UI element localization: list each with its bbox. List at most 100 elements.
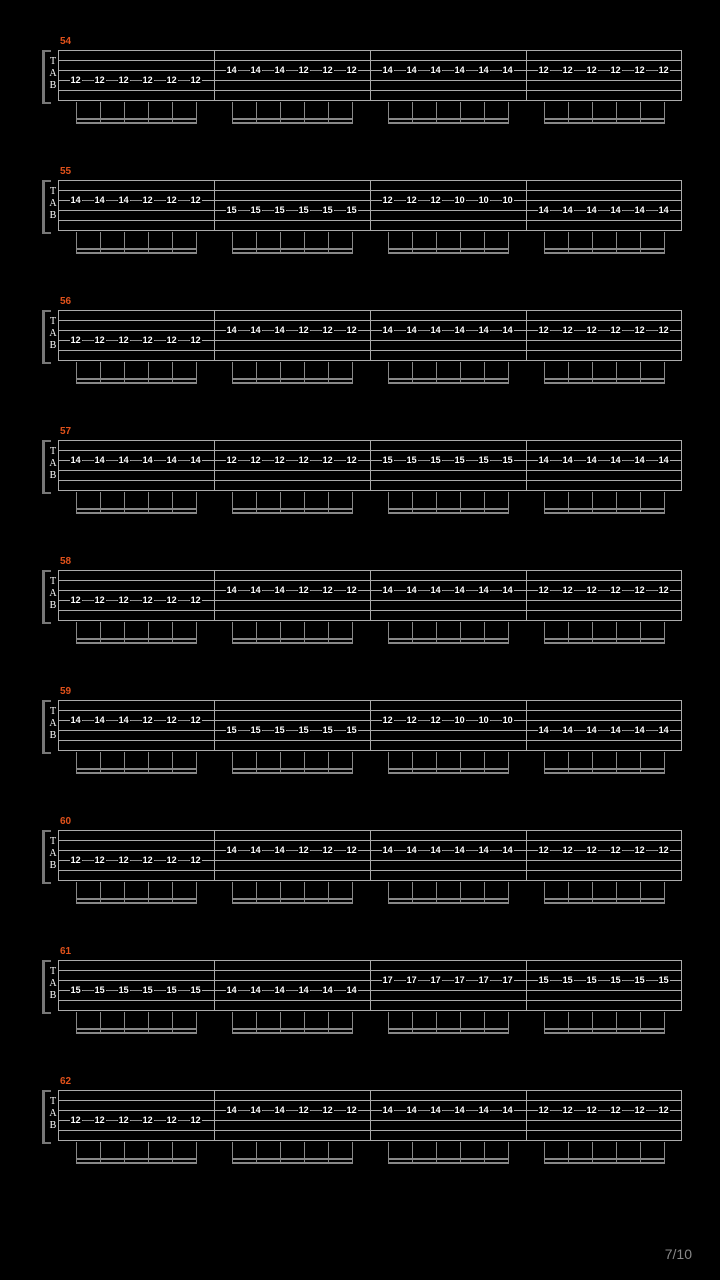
fret-number: 12 — [70, 75, 82, 85]
fret-number: 14 — [382, 845, 394, 855]
fret-number: 12 — [538, 585, 550, 595]
fret-number: 12 — [382, 195, 394, 205]
fret-number: 15 — [166, 985, 178, 995]
fret-number: 14 — [250, 1105, 262, 1115]
fret-number: 10 — [502, 195, 514, 205]
fret-number: 12 — [118, 75, 130, 85]
measure-number: 57 — [60, 426, 71, 437]
staff: 1414141212121515151515151212121010101414… — [58, 700, 682, 750]
fret-number: 14 — [70, 455, 82, 465]
fret-number: 12 — [562, 585, 574, 595]
fret-number: 15 — [298, 205, 310, 215]
fret-number: 15 — [586, 975, 598, 985]
tab-system: 62TAB12121212121214141412121214141414141… — [42, 1090, 682, 1185]
fret-number: 12 — [322, 455, 334, 465]
fret-number: 12 — [538, 1105, 550, 1115]
fret-number: 12 — [562, 65, 574, 75]
fret-number: 12 — [430, 195, 442, 205]
fret-number: 14 — [634, 455, 646, 465]
fret-number: 12 — [142, 715, 154, 725]
fret-number: 14 — [70, 195, 82, 205]
fret-number: 12 — [166, 715, 178, 725]
fret-number: 12 — [538, 845, 550, 855]
measure-number: 62 — [60, 1076, 71, 1087]
fret-number: 12 — [166, 335, 178, 345]
fret-number: 14 — [274, 325, 286, 335]
beam-group-row — [58, 238, 682, 268]
fret-number: 15 — [634, 975, 646, 985]
fret-number: 14 — [166, 455, 178, 465]
fret-number: 14 — [274, 1105, 286, 1115]
fret-number: 12 — [94, 1115, 106, 1125]
fret-number: 12 — [166, 855, 178, 865]
measure-number: 54 — [60, 36, 71, 47]
fret-number: 14 — [250, 65, 262, 75]
fret-number: 15 — [502, 455, 514, 465]
fret-number: 12 — [142, 1115, 154, 1125]
fret-number: 12 — [166, 75, 178, 85]
fret-number: 12 — [346, 845, 358, 855]
fret-number: 15 — [226, 725, 238, 735]
fret-number: 12 — [610, 585, 622, 595]
fret-number: 12 — [430, 715, 442, 725]
fret-number: 14 — [250, 845, 262, 855]
fret-number: 12 — [538, 65, 550, 75]
fret-number: 12 — [538, 325, 550, 335]
measure-number: 58 — [60, 556, 71, 567]
fret-number: 14 — [382, 585, 394, 595]
fret-number: 10 — [454, 715, 466, 725]
fret-number: 14 — [502, 845, 514, 855]
tab-system: 59TAB14141412121215151515151512121210101… — [42, 700, 682, 795]
fret-number: 12 — [562, 325, 574, 335]
fret-number: 12 — [346, 325, 358, 335]
fret-number: 12 — [94, 595, 106, 605]
measure-number: 61 — [60, 946, 71, 957]
fret-number: 12 — [274, 455, 286, 465]
fret-number: 14 — [478, 1105, 490, 1115]
fret-number: 12 — [190, 715, 202, 725]
fret-number: 14 — [274, 845, 286, 855]
fret-number: 12 — [658, 845, 670, 855]
fret-number: 14 — [406, 585, 418, 595]
fret-number: 15 — [226, 205, 238, 215]
fret-number: 15 — [322, 725, 334, 735]
fret-number: 12 — [658, 585, 670, 595]
fret-number: 15 — [658, 975, 670, 985]
fret-number: 14 — [382, 1105, 394, 1115]
fret-number: 14 — [538, 725, 550, 735]
fret-number: 14 — [658, 725, 670, 735]
fret-number: 15 — [118, 985, 130, 995]
fret-number: 14 — [226, 985, 238, 995]
fret-number: 15 — [610, 975, 622, 985]
fret-number: 15 — [250, 205, 262, 215]
fret-number: 12 — [118, 855, 130, 865]
fret-number: 14 — [478, 325, 490, 335]
fret-number: 12 — [226, 455, 238, 465]
fret-number: 12 — [610, 1105, 622, 1115]
beam-group-row — [58, 628, 682, 658]
fret-number: 14 — [658, 205, 670, 215]
fret-number: 12 — [142, 335, 154, 345]
fret-number: 14 — [322, 985, 334, 995]
fret-number: 14 — [190, 455, 202, 465]
fret-number: 14 — [430, 325, 442, 335]
fret-number: 14 — [274, 985, 286, 995]
fret-number: 14 — [454, 1105, 466, 1115]
fret-number: 14 — [118, 455, 130, 465]
fret-number: 14 — [430, 585, 442, 595]
fret-number: 12 — [562, 1105, 574, 1115]
fret-number: 12 — [118, 335, 130, 345]
fret-number: 14 — [478, 65, 490, 75]
fret-number: 15 — [454, 455, 466, 465]
fret-number: 15 — [346, 205, 358, 215]
page-number: 7/10 — [665, 1246, 692, 1262]
fret-number: 14 — [634, 205, 646, 215]
fret-number: 12 — [346, 585, 358, 595]
fret-number: 12 — [70, 1115, 82, 1125]
tab-system: 61TAB15151515151514141414141417171717171… — [42, 960, 682, 1055]
fret-number: 12 — [190, 195, 202, 205]
fret-number: 12 — [634, 845, 646, 855]
fret-number: 14 — [226, 1105, 238, 1115]
fret-number: 12 — [118, 1115, 130, 1125]
fret-number: 14 — [454, 585, 466, 595]
